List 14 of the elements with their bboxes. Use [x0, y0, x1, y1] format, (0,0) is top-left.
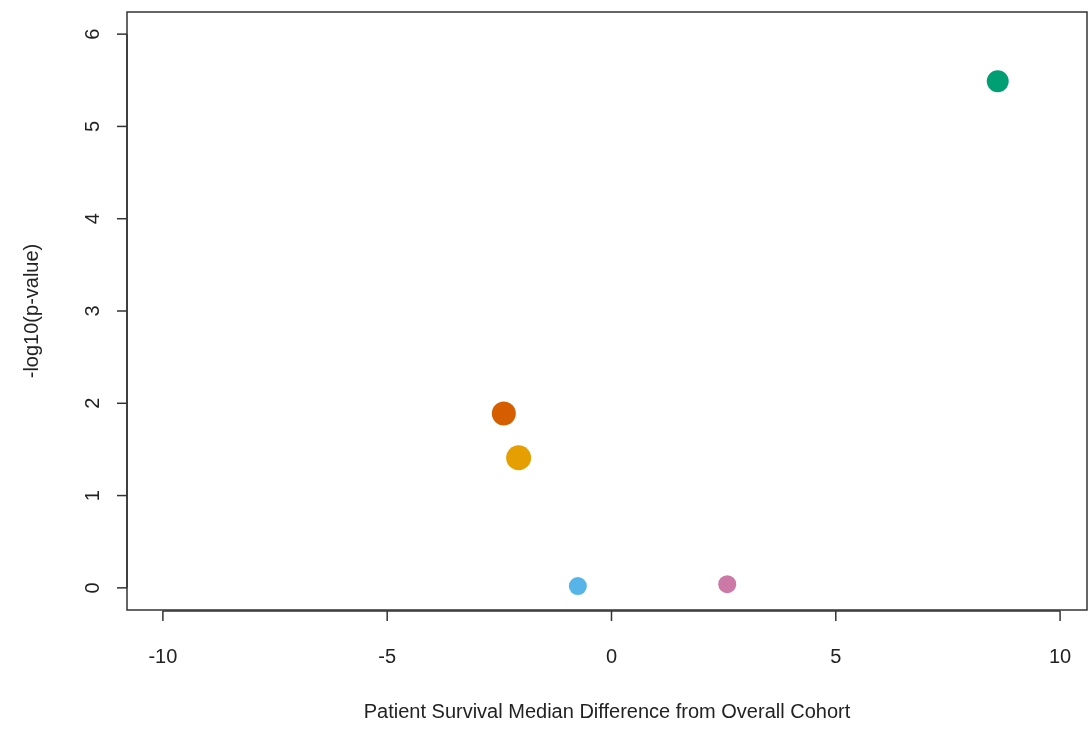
x-tick-label: -10 — [148, 645, 178, 667]
y-tick-label: 1 — [81, 490, 103, 502]
y-tick-label: 3 — [81, 305, 103, 317]
y-tick-label: 0 — [81, 582, 103, 594]
x-tick-label: 5 — [830, 645, 842, 667]
y-tick-label: 2 — [81, 397, 103, 409]
x-tick-label: 0 — [605, 645, 618, 667]
x-tick-label: -5 — [378, 645, 397, 667]
x-axis-title: Patient Survival Median Difference from Overall Cohort — [363, 700, 851, 722]
y-tick-label: 6 — [81, 28, 103, 40]
y-tick-label: 4 — [81, 213, 103, 225]
y-tick-label: 5 — [81, 120, 103, 132]
y-axis-title: -log10(p-value) — [20, 243, 42, 379]
x-tick-label: 10 — [1048, 645, 1072, 667]
